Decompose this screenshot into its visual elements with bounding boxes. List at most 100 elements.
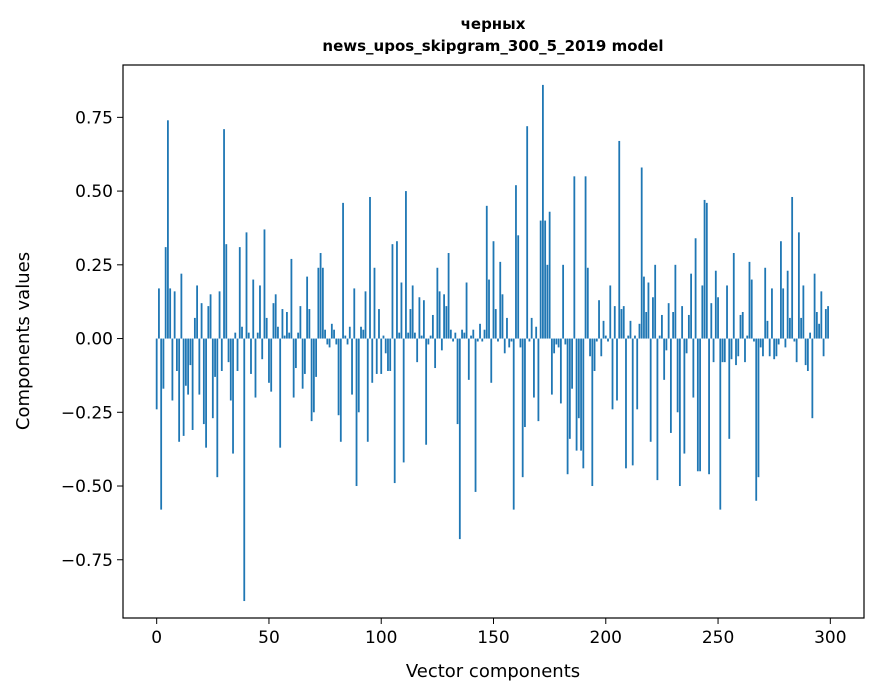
bar-256 (730, 338, 733, 360)
bar-167 (530, 317, 533, 339)
bar-274 (771, 288, 773, 339)
bar-50 (268, 338, 270, 383)
bar-32 (227, 338, 230, 363)
bar-72 (317, 267, 320, 339)
bar-81 (337, 338, 340, 416)
bar-173 (544, 220, 547, 339)
bar-259 (737, 338, 740, 357)
bar-254 (726, 285, 728, 339)
bar-209 (625, 338, 627, 469)
bar-297 (822, 338, 825, 357)
bar-83 (342, 202, 344, 339)
bar-255 (728, 338, 731, 439)
y-tick-label: −0.25 (61, 403, 113, 423)
bar-116 (416, 338, 419, 363)
bar-287 (800, 317, 803, 339)
x-tick-label: 100 (365, 628, 397, 648)
bar-239 (692, 338, 695, 398)
bar-25 (211, 338, 214, 419)
bar-111 (405, 191, 407, 339)
bar-124 (434, 338, 437, 369)
bar-170 (537, 338, 540, 422)
bar-27 (216, 338, 219, 478)
bar-105 (391, 244, 394, 339)
bar-37 (238, 247, 241, 339)
bar-60 (290, 258, 293, 339)
bar-62 (295, 338, 297, 369)
bar-91 (360, 326, 362, 339)
bar-129 (445, 306, 448, 339)
bar-18 (196, 285, 198, 339)
bar-244 (703, 199, 706, 339)
bar-263 (746, 335, 749, 339)
bar-101 (382, 335, 385, 339)
bar-291 (809, 332, 812, 339)
bar-3 (162, 338, 165, 389)
bar-154 (501, 294, 504, 339)
bar-89 (355, 338, 358, 487)
bar-288 (802, 285, 805, 339)
bar-219 (647, 282, 650, 339)
bar-114 (411, 285, 414, 339)
bar-80 (335, 338, 338, 345)
bar-138 (465, 282, 468, 339)
bar-160 (515, 185, 517, 339)
bar-120 (425, 338, 428, 445)
bar-97 (373, 267, 376, 339)
bar-0 (155, 338, 158, 410)
bar-132 (452, 338, 454, 342)
bar-82 (339, 338, 342, 442)
bar-71 (315, 338, 318, 377)
bar-177 (553, 338, 556, 354)
bar-42 (250, 338, 252, 374)
bar-104 (389, 338, 392, 371)
bar-246 (708, 338, 710, 475)
bar-46 (259, 285, 261, 339)
bar-141 (472, 329, 475, 339)
x-axis-ticks: 0 50 100 150 200 250 300 (151, 618, 847, 648)
bar-275 (773, 338, 776, 360)
bar-232 (676, 338, 679, 413)
bar-75 (324, 329, 326, 339)
bar-235 (683, 338, 686, 454)
bar-12 (182, 338, 185, 436)
bar-252 (721, 338, 724, 363)
bar-14 (187, 338, 190, 395)
bar-44 (254, 338, 257, 398)
bar-257 (732, 253, 735, 339)
bar-204 (613, 306, 616, 339)
bar-128 (443, 294, 445, 339)
bar-265 (750, 279, 753, 339)
bar-147 (485, 205, 488, 339)
bar-20 (200, 303, 203, 339)
bar-262 (744, 338, 746, 363)
bar-47 (261, 338, 264, 360)
bar-217 (643, 276, 645, 339)
bar-225 (661, 314, 663, 339)
bar-66 (303, 338, 306, 374)
bar-179 (557, 338, 560, 348)
bar-192 (586, 267, 589, 339)
bar-148 (488, 279, 490, 339)
bar-96 (371, 338, 374, 383)
bar-38 (241, 326, 243, 339)
bar-264 (748, 261, 751, 339)
bar-77 (328, 338, 331, 348)
bar-21 (202, 338, 205, 425)
y-tick-label: 0.00 (75, 330, 113, 350)
bar-137 (463, 332, 466, 339)
bar-90 (357, 338, 360, 413)
bar-165 (526, 126, 529, 339)
bar-43 (252, 279, 255, 339)
bar-172 (542, 84, 544, 339)
bar-278 (780, 241, 782, 339)
bar-113 (409, 309, 412, 339)
bar-213 (634, 335, 636, 339)
bar-28 (218, 291, 221, 339)
bar-127 (440, 338, 443, 351)
bar-182 (564, 338, 567, 345)
bar-220 (649, 338, 652, 442)
bar-153 (499, 261, 502, 339)
bar-175 (548, 211, 551, 339)
